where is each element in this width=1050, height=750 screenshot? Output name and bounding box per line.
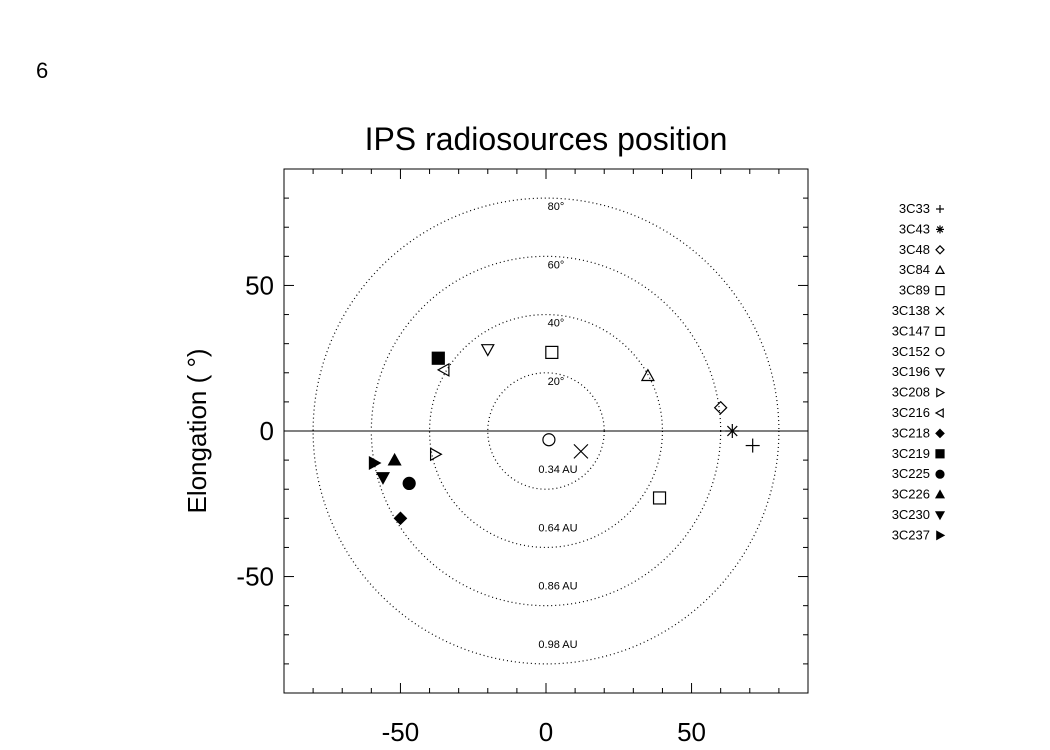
legend-label: 3C33 bbox=[899, 201, 930, 216]
data-point-3c48 bbox=[713, 400, 728, 415]
legend-marker bbox=[934, 368, 946, 378]
data-point-3c237 bbox=[368, 456, 382, 471]
legend-marker bbox=[934, 264, 946, 274]
page-number: 6 bbox=[36, 58, 49, 83]
data-point-3c147 bbox=[652, 491, 667, 505]
legend-marker bbox=[935, 286, 945, 296]
legend-label: 3C84 bbox=[899, 262, 930, 277]
angle-label: 60° bbox=[548, 259, 565, 271]
legend-marker bbox=[935, 244, 945, 255]
distance-label: 0.86 AU bbox=[538, 581, 577, 593]
legend-label: 3C218 bbox=[892, 425, 930, 440]
y-axis-label: Elongation ( °) bbox=[182, 348, 212, 513]
legend-label: 3C216 bbox=[892, 405, 930, 420]
legend-marker bbox=[935, 347, 945, 357]
legend-marker bbox=[935, 469, 945, 479]
data-point-3c138 bbox=[573, 443, 589, 459]
chart-title: IPS radiosources position bbox=[365, 121, 728, 157]
legend-marker bbox=[935, 306, 945, 316]
x-tick-label: 50 bbox=[677, 717, 706, 747]
legend: 3C33 3C43 3C48 3C84 3C89 3C138 3C147 3C152 3C196… bbox=[892, 201, 946, 542]
y-tick-label: -50 bbox=[236, 562, 274, 592]
legend-label: 3C225 bbox=[892, 466, 930, 481]
data-point-3c152 bbox=[542, 433, 556, 447]
angle-label: 20° bbox=[548, 376, 565, 388]
x-tick-labels: -50 0 50 bbox=[382, 717, 706, 747]
legend-marker bbox=[934, 511, 946, 521]
legend-label: 3C219 bbox=[892, 446, 930, 461]
data-point-3c218 bbox=[393, 511, 408, 526]
data-point-3c196 bbox=[480, 344, 495, 357]
legend-marker bbox=[934, 407, 944, 419]
data-point-3c216 bbox=[436, 362, 450, 377]
data-point-3c208 bbox=[429, 447, 443, 462]
legend-marker bbox=[936, 530, 946, 541]
legend-label: 3C152 bbox=[892, 344, 930, 359]
x-tick-label: -50 bbox=[382, 717, 420, 747]
data-point-3c219 bbox=[431, 351, 445, 365]
y-tick-labels: -50 0 50 bbox=[236, 270, 274, 591]
legend-label: 3C230 bbox=[892, 507, 930, 522]
data-point-3c43 bbox=[725, 424, 740, 438]
legend-marker bbox=[935, 449, 945, 459]
legend-label: 3C147 bbox=[892, 323, 930, 338]
angle-label: 80° bbox=[548, 201, 565, 213]
data-point-3c33 bbox=[745, 438, 760, 453]
legend-label: 3C89 bbox=[899, 283, 930, 298]
y-tick-label: 0 bbox=[260, 416, 274, 446]
legend-label: 3C208 bbox=[892, 385, 930, 400]
legend-marker bbox=[936, 205, 944, 213]
distance-label: 0.34 AU bbox=[538, 464, 577, 476]
legend-label: 3C237 bbox=[892, 527, 930, 542]
legend-marker bbox=[936, 225, 944, 234]
legend-marker bbox=[936, 387, 946, 398]
distance-label: 0.98 AU bbox=[538, 639, 577, 651]
data-point-3c230 bbox=[375, 472, 390, 485]
data-point-3c225 bbox=[402, 476, 416, 490]
data-point-3c84 bbox=[640, 368, 655, 382]
angle-label: 40° bbox=[548, 318, 565, 330]
legend-label: 3C138 bbox=[892, 303, 930, 318]
data-points bbox=[368, 344, 760, 526]
legend-marker bbox=[934, 489, 946, 499]
legend-label: 3C48 bbox=[899, 242, 930, 257]
data-point-3c226 bbox=[387, 452, 402, 466]
legend-label: 3C43 bbox=[899, 221, 930, 236]
legend-label: 3C226 bbox=[892, 487, 930, 502]
legend-marker bbox=[935, 428, 945, 439]
y-tick-label: 50 bbox=[245, 270, 274, 300]
legend-marker bbox=[935, 326, 945, 336]
distance-label: 0.64 AU bbox=[538, 522, 577, 534]
legend-label: 3C196 bbox=[892, 364, 930, 379]
data-point-3c89 bbox=[545, 345, 559, 359]
x-tick-label: 0 bbox=[539, 717, 553, 747]
